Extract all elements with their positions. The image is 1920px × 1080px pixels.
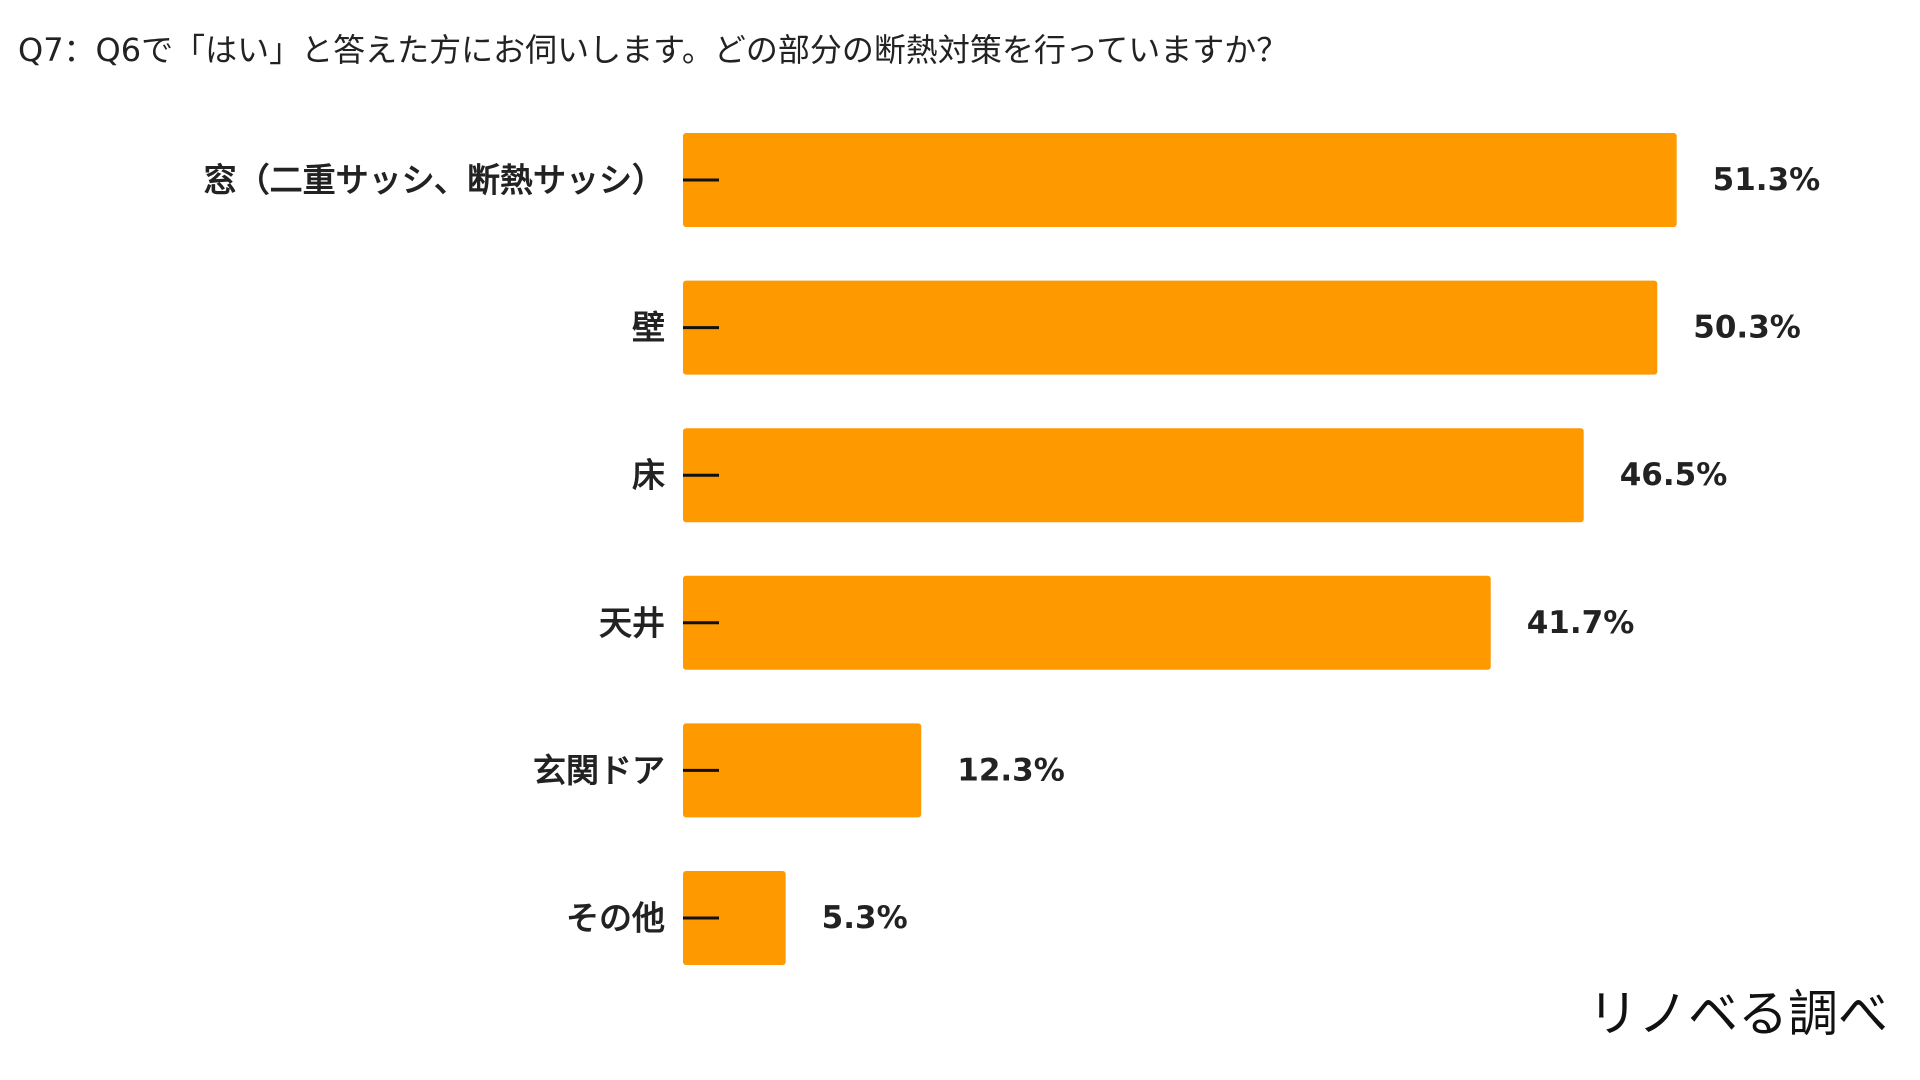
category-label-4: 玄関ドア (533, 751, 665, 790)
value-label-0: 51.3% (1713, 162, 1821, 198)
chart-title: Q7：Q6で「はい」と答えた方にお伺いします。どの部分の断熱対策を行っていますか… (18, 31, 1289, 69)
category-label-0: 窓（二重サッシ、断熱サッシ） (204, 161, 665, 200)
bar-0 (683, 133, 1677, 227)
bar-1 (683, 280, 1658, 375)
bar-5 (683, 871, 786, 965)
bar-4 (683, 723, 922, 818)
category-label-1: 壁 (632, 308, 665, 347)
bar-3 (683, 575, 1491, 670)
value-label-4: 12.3% (957, 752, 1065, 788)
y-axis-ticks (683, 178, 719, 920)
bars-group (683, 133, 1677, 965)
bar-2 (683, 428, 1584, 523)
category-label-5: その他 (566, 899, 665, 938)
value-label-2: 46.5% (1620, 457, 1728, 493)
source-credit: リノベる調べ (1588, 985, 1888, 1043)
value-label-3: 41.7% (1527, 605, 1635, 641)
value-labels: 51.3% 50.3% 46.5% 41.7% 12.3% 5.3% (822, 162, 1821, 936)
category-label-2: 床 (632, 456, 665, 495)
category-label-3: 天井 (599, 603, 665, 642)
value-label-5: 5.3% (822, 900, 908, 936)
value-label-1: 50.3% (1693, 310, 1801, 346)
